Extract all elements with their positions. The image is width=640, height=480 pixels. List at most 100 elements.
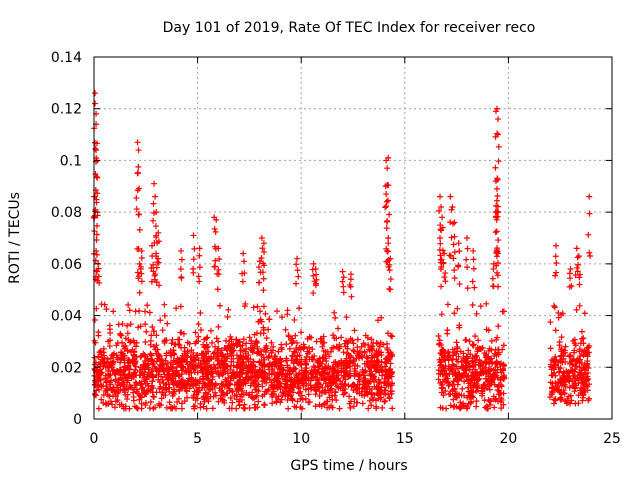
- data-point: [152, 223, 159, 230]
- data-point: [312, 368, 319, 375]
- data-point: [367, 372, 374, 379]
- data-point: [93, 140, 100, 147]
- data-point: [102, 374, 109, 381]
- data-point: [238, 270, 245, 277]
- data-point: [319, 384, 326, 391]
- data-point: [438, 356, 445, 363]
- data-point: [147, 341, 154, 348]
- data-point: [255, 381, 262, 388]
- data-point: [455, 263, 462, 270]
- data-point: [436, 246, 443, 253]
- data-point: [217, 395, 224, 402]
- data-point: [208, 354, 215, 361]
- data-point: [350, 360, 357, 367]
- data-point: [445, 391, 452, 398]
- data-point: [370, 340, 377, 347]
- data-point: [347, 276, 354, 283]
- data-point: [277, 399, 284, 406]
- data-point: [179, 363, 186, 370]
- data-point: [553, 386, 560, 393]
- data-point: [135, 211, 142, 218]
- data-point: [324, 383, 331, 390]
- data-point: [200, 403, 207, 410]
- data-point: [185, 366, 192, 373]
- data-point: [465, 347, 472, 354]
- data-point: [212, 392, 219, 399]
- data-point: [259, 373, 266, 380]
- data-point: [580, 335, 587, 342]
- data-point: [469, 369, 476, 376]
- data-point: [342, 359, 349, 366]
- data-point: [368, 402, 375, 409]
- data-point: [312, 364, 319, 371]
- data-point: [148, 352, 155, 359]
- data-point: [566, 384, 573, 391]
- data-point: [464, 264, 471, 271]
- data-point: [180, 356, 187, 363]
- data-point: [107, 337, 114, 344]
- data-point: [221, 383, 228, 390]
- data-point: [155, 351, 162, 358]
- data-point: [444, 301, 451, 308]
- data-point: [567, 352, 574, 359]
- data-point: [148, 372, 155, 379]
- data-point: [490, 283, 497, 290]
- data-point: [495, 131, 502, 138]
- data-point: [575, 400, 582, 407]
- data-point: [455, 240, 462, 247]
- data-point: [228, 374, 235, 381]
- data-point: [350, 340, 357, 347]
- data-point: [337, 385, 344, 392]
- data-point: [92, 212, 99, 219]
- data-point: [363, 380, 370, 387]
- data-point: [106, 322, 113, 329]
- data-point: [197, 310, 204, 317]
- data-point: [463, 363, 470, 370]
- data-point: [147, 387, 154, 394]
- data-point: [212, 228, 219, 235]
- data-point: [547, 379, 554, 386]
- data-point: [236, 338, 243, 345]
- data-point: [443, 377, 450, 384]
- data-point: [328, 385, 335, 392]
- data-point: [489, 275, 496, 282]
- data-point: [494, 334, 501, 341]
- data-point: [386, 356, 393, 363]
- data-point: [302, 386, 309, 393]
- data-point: [108, 377, 115, 384]
- data-point: [354, 399, 361, 406]
- data-point: [241, 405, 248, 412]
- data-point: [335, 345, 342, 352]
- data-point: [187, 354, 194, 361]
- data-point: [291, 316, 298, 323]
- data-point: [291, 348, 298, 355]
- data-point: [486, 383, 493, 390]
- data-point: [282, 357, 289, 364]
- data-point: [109, 401, 116, 408]
- data-point: [170, 390, 177, 397]
- data-point: [282, 380, 289, 387]
- data-point: [207, 364, 214, 371]
- data-point: [209, 405, 216, 412]
- data-point: [381, 387, 388, 394]
- data-point: [263, 335, 270, 342]
- data-point: [383, 198, 390, 205]
- data-point: [114, 356, 121, 363]
- data-point: [389, 353, 396, 360]
- data-point: [111, 404, 118, 411]
- data-point: [287, 368, 294, 375]
- data-point: [366, 397, 373, 404]
- data-point: [170, 347, 177, 354]
- data-point: [196, 252, 203, 259]
- data-point: [236, 384, 243, 391]
- data-point: [368, 336, 375, 343]
- data-point: [494, 272, 501, 279]
- data-point: [354, 381, 361, 388]
- data-point: [435, 376, 442, 383]
- x-tick-label: 10: [292, 431, 310, 447]
- data-point: [555, 364, 562, 371]
- data-point: [114, 339, 121, 346]
- data-point: [437, 362, 444, 369]
- data-point: [347, 404, 354, 411]
